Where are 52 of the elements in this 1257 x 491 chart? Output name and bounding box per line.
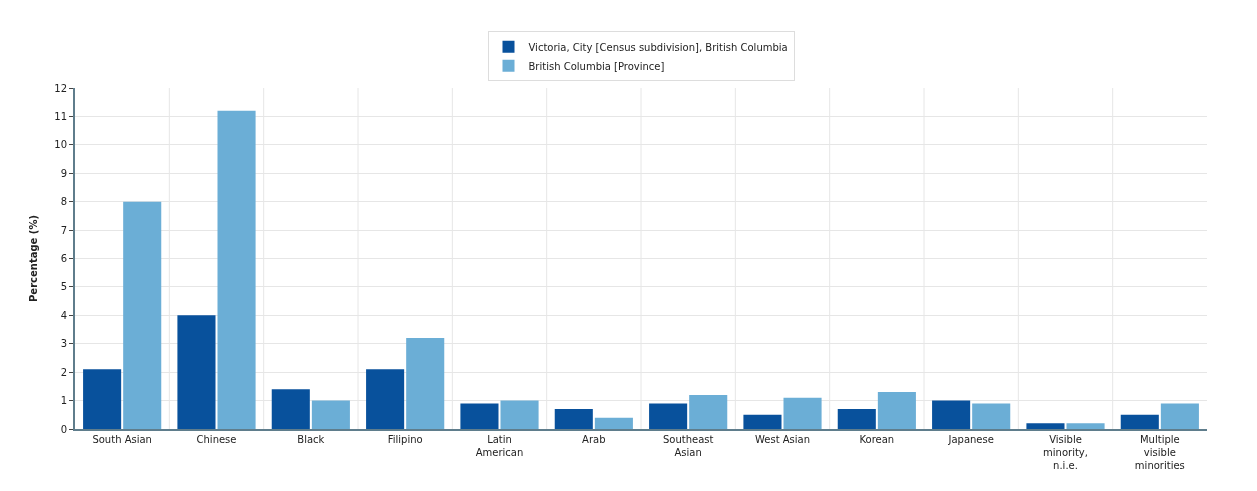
x-tick-label: Korean: [859, 434, 895, 445]
y-tick-label: 5: [60, 281, 67, 293]
bar: [123, 201, 162, 429]
x-tick-label: Japanese: [947, 434, 994, 445]
y-tick-label: 11: [54, 110, 67, 122]
bar: [1026, 423, 1065, 429]
legend-label: British Columbia [Province]: [528, 60, 665, 72]
bar: [217, 110, 256, 429]
bar: [972, 403, 1011, 429]
bar: [460, 403, 499, 429]
bar: [311, 400, 350, 429]
bar: [500, 400, 539, 429]
x-tick-label: Southeast Asian: [662, 434, 714, 458]
x-tick-label: West Asian: [754, 434, 811, 445]
y-tick-label: 8: [60, 196, 67, 208]
bar: [837, 409, 876, 429]
y-tick-label: 12: [54, 82, 67, 94]
y-axis-title: Percentage (%): [27, 215, 39, 302]
bar: [877, 392, 916, 429]
bar: [1066, 423, 1105, 429]
bar: [83, 369, 122, 429]
x-tick-label: Chinese: [196, 434, 237, 445]
bar: [932, 400, 971, 429]
bar: [554, 409, 593, 429]
x-tick-label: Arab: [582, 434, 606, 445]
bar: [271, 389, 310, 429]
bar: [177, 315, 216, 429]
bar: [649, 403, 688, 429]
bar: [366, 369, 405, 429]
y-tick-label: 10: [54, 139, 67, 151]
bar: [1160, 403, 1199, 429]
x-tick-label: Black: [297, 434, 325, 445]
y-tick-label: 1: [60, 395, 67, 407]
y-tick-label: 3: [60, 338, 67, 350]
legend-label: Victoria, City [Census subdivision], British Columbia: [528, 41, 788, 53]
bar: [406, 338, 445, 429]
y-tick-label: 7: [60, 224, 67, 236]
y-tick-label: 9: [60, 167, 67, 179]
bar: [1120, 414, 1159, 429]
x-tick-label: South Asian: [92, 434, 152, 445]
x-tick-label: Latin American: [475, 434, 524, 458]
y-tick-label: 6: [60, 253, 67, 264]
y-tick-label: 0: [60, 423, 67, 435]
bar: [689, 394, 728, 429]
y-tick-label: 2: [60, 366, 67, 378]
x-tick-label: Multiple visible minorities: [1134, 434, 1185, 471]
bar: [743, 414, 782, 429]
x-tick-label: Visible minority, n.i.e.: [1043, 434, 1088, 471]
y-tick-label: 4: [60, 309, 67, 321]
x-tick-label: Filipino: [387, 434, 423, 445]
bar: [594, 417, 633, 429]
bar: [783, 397, 822, 429]
